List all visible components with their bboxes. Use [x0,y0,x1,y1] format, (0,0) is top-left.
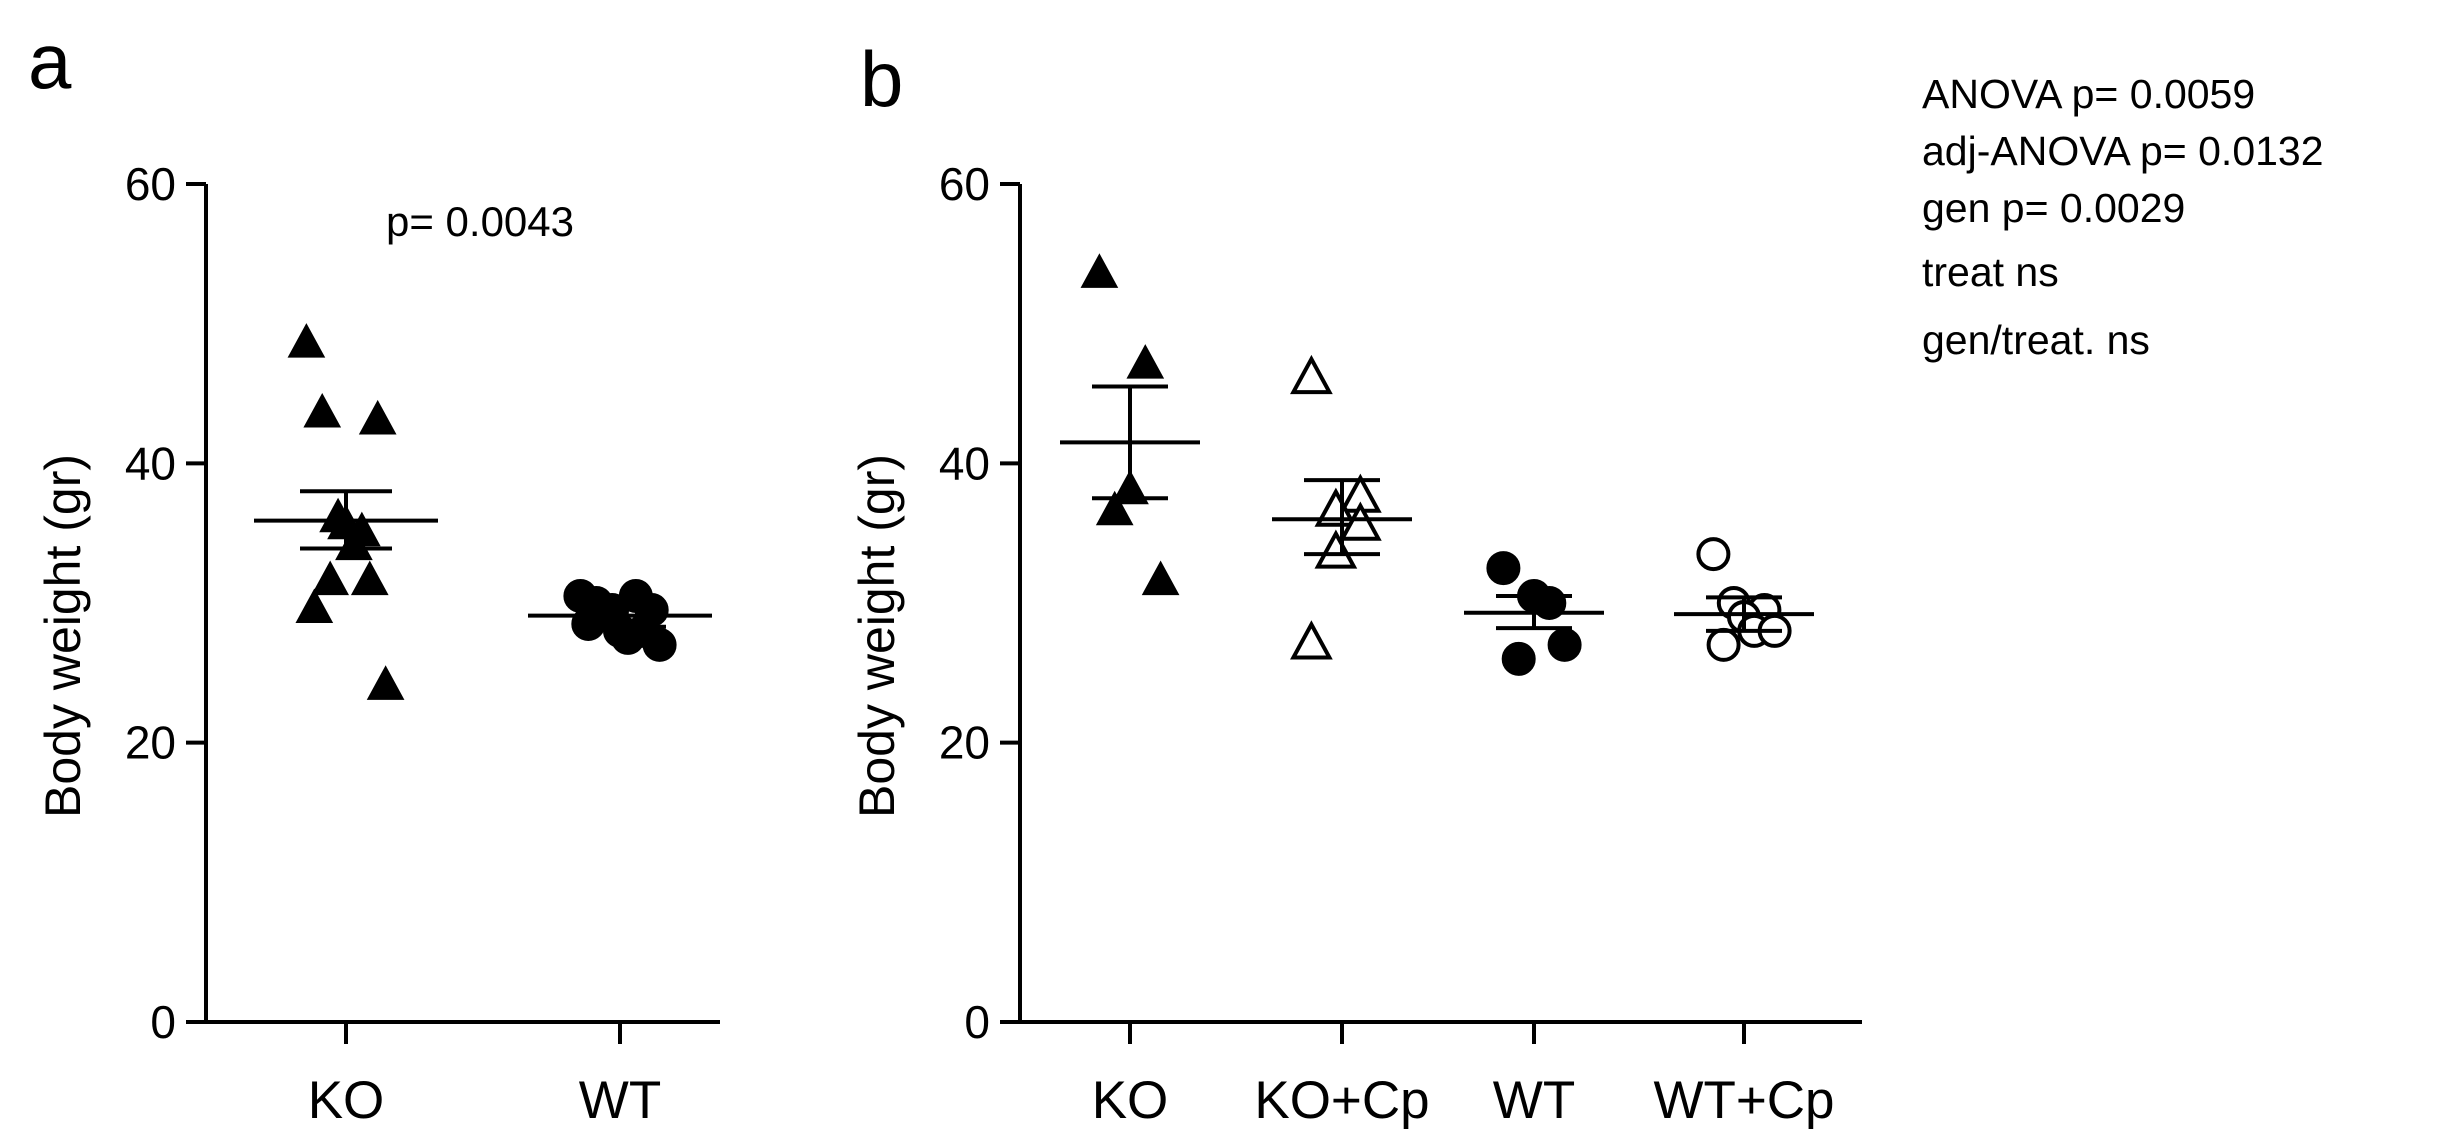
group-ko [254,323,438,700]
stats-annotation-block: ANOVA p= 0.0059 adj-ANOVA p= 0.0132 gen … [1922,71,2324,363]
group-ko-cp [1272,354,1412,660]
data-point [1095,490,1134,526]
y-tick-label: 0 [150,996,176,1048]
stats-line-adj-anova: adj-ANOVA p= 0.0132 [1922,128,2324,174]
stats-line-gen: gen p= 0.0029 [1922,185,2185,231]
x-category-label: WT [579,1071,661,1130]
data-point [358,399,397,435]
panel-label-a: a [28,17,72,105]
data-point [287,323,326,358]
y-tick-label: 60 [125,158,176,210]
chart-panel-a: Body weight (gr) p= 0.0043 0 20 40 60 KO WT [35,158,720,1130]
data-point [1501,641,1536,676]
group-wt-cp [1674,537,1814,662]
data-point [1290,620,1333,660]
data-point [366,665,405,700]
stats-line-anova: ANOVA p= 0.0059 [1922,71,2255,117]
y-tick-label: 60 [939,158,990,210]
group-wt [1464,551,1604,676]
data-point [1080,253,1119,288]
x-category-label: KO [1092,1071,1169,1130]
y-axis-label-a: Body weight (gr) [35,454,91,818]
data-point [1696,537,1731,572]
data-point [571,606,606,641]
data-point [311,560,350,596]
y-tick-label: 40 [125,437,176,489]
chart-panel-b: Body weight (gr) 0 20 40 60 KO KO+Cp WT WT+Cp [849,158,1862,1130]
data-point [1547,627,1582,662]
group-ko [1060,253,1200,596]
x-category-label: KO+Cp [1254,1071,1429,1130]
data-point [350,560,389,596]
y-axis-label-b: Body weight (gr) [849,454,905,818]
y-tick-label: 0 [964,996,990,1048]
y-tick-label: 20 [939,717,990,769]
group-wt [528,579,712,662]
x-category-label: WT+Cp [1653,1071,1834,1130]
data-point [1126,344,1165,379]
data-point [303,392,342,428]
data-point [1290,354,1333,395]
data-point [1314,529,1358,569]
stats-line-treat: treat ns [1922,249,2059,295]
stats-line-gen-treat: gen/treat. ns [1922,317,2150,363]
data-point [642,627,677,662]
data-point [1314,487,1358,527]
x-category-label: WT [1493,1071,1575,1130]
x-category-label: KO [308,1071,385,1130]
p-value-annotation-a: p= 0.0043 [386,198,574,245]
data-point [1486,551,1521,586]
data-point [1706,627,1741,662]
panel-label-b: b [860,35,903,123]
data-point [1338,501,1382,541]
data-point [1141,560,1180,596]
y-tick-label: 20 [125,717,176,769]
data-point [295,588,334,624]
y-tick-label: 40 [939,437,990,489]
